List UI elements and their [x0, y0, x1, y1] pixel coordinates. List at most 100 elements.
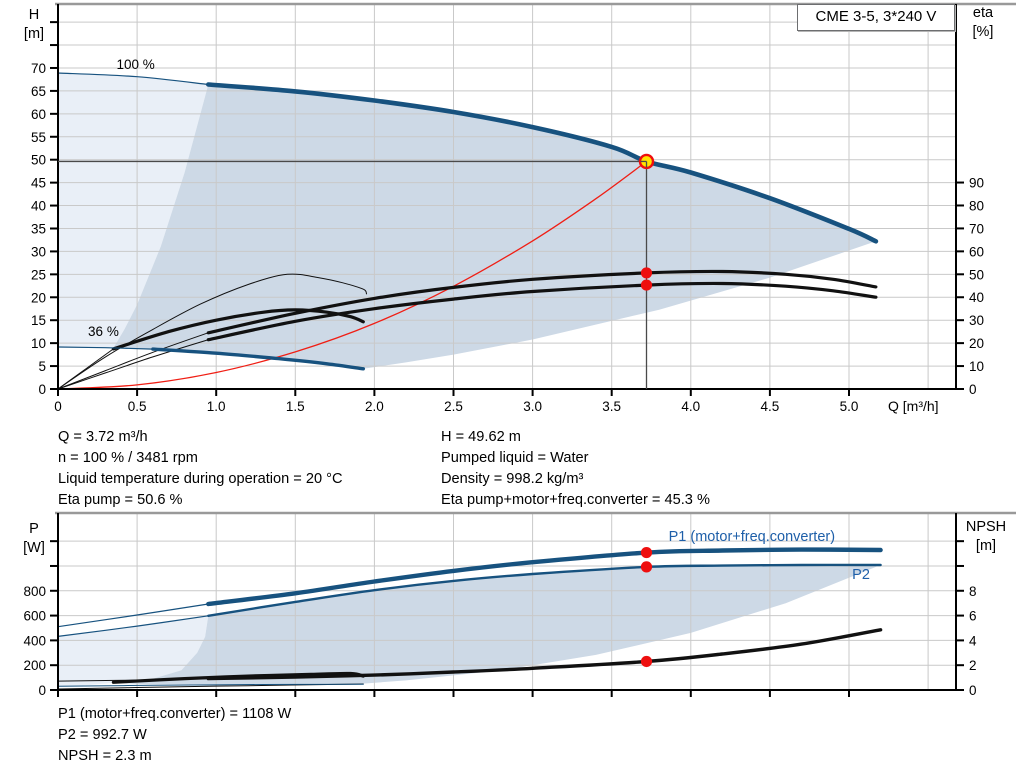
right-tick-label: 80	[969, 198, 984, 213]
right-tick-label: 10	[969, 359, 984, 374]
info-pumped-liquid: Pumped liquid = Water	[441, 450, 589, 466]
eta-pump-100pct	[206, 269, 878, 335]
left-tick-label: 40	[31, 199, 46, 214]
right-tick-label: 0	[969, 683, 977, 698]
x-tick-label: 5.0	[840, 399, 859, 414]
power-npsh-chart: 0 200 400 600 800 0 2 4 6 8 P1 (motor+freq.convert…	[23, 511, 1016, 698]
left-tick-label: 5	[38, 359, 46, 374]
x-tick-label: 4.5	[761, 399, 780, 414]
left-tick-label: 55	[31, 130, 46, 145]
left-tick-label: 45	[31, 176, 46, 191]
eta-axis-title: eta [%]	[958, 4, 1008, 42]
label-speed-36: 36 %	[88, 324, 119, 339]
left-tick-label: 30	[31, 244, 46, 259]
info-liquid-temperature: Liquid temperature during operation = 20…	[58, 471, 343, 487]
left-tick-label: 35	[31, 221, 46, 236]
system-curve	[57, 160, 648, 390]
info-npsh: NPSH = 2.3 m	[58, 748, 152, 764]
npsh-curve	[206, 628, 883, 681]
operating-envelope-dark	[113, 84, 876, 369]
label-p1-curve: P1 (motor+freq.converter)	[669, 529, 835, 545]
x-tick-label: 2.0	[365, 399, 384, 414]
pump-curve-36pct-extension	[57, 346, 154, 350]
power-envelope-pale	[58, 615, 209, 687]
right-tick-label: 60	[969, 244, 984, 259]
power-axis-title: P [W]	[12, 520, 56, 558]
p2-curve	[207, 563, 882, 617]
x-axis-title: Q [m³/h]	[888, 398, 939, 414]
x-tick-label: 1.5	[286, 399, 305, 414]
eta-pump-point	[640, 267, 653, 279]
power-envelope-dark	[113, 565, 881, 685]
p2-curve-extension	[57, 615, 209, 637]
x-tick-label: 0.5	[128, 399, 147, 414]
left-tick-label: 70	[31, 61, 46, 76]
pump-curve-100pct	[206, 82, 879, 244]
info-p1: P1 (motor+freq.converter) = 1108 W	[58, 706, 292, 722]
left-tick-label: 60	[31, 107, 46, 122]
left-tick-label: 10	[31, 336, 46, 351]
p1-point	[640, 546, 653, 559]
left-tick-label: 65	[31, 84, 46, 99]
x-tick-label: 0	[54, 399, 62, 414]
tick-labels: 0 200 400 600 800 0 2 4 6 8	[23, 540, 977, 698]
right-tick-label: 4	[969, 633, 977, 648]
right-tick-label: 40	[969, 290, 984, 305]
head-axis-title: H [m]	[12, 6, 56, 44]
grid	[58, 4, 956, 389]
eta-axis-title-symbol: eta	[972, 5, 994, 21]
tick-labels: 0 5 10 15 20 25 30 35 40 45 50 55 60 65 70 0 10 20 30 40 50 6…	[31, 21, 984, 414]
left-tick-label: 200	[23, 658, 46, 673]
x-tick-label: 3.5	[602, 399, 621, 414]
right-tick-label: 6	[969, 609, 977, 624]
eta-total-point	[640, 279, 653, 291]
left-tick-label: 0	[38, 382, 46, 397]
x-tick-label: 1.0	[207, 399, 226, 414]
npsh-axis-title: NPSH [m]	[954, 518, 1018, 556]
info-p2: P2 = 992.7 W	[58, 727, 147, 743]
info-eta-total: Eta pump+motor+freq.converter = 45.3 %	[441, 492, 710, 508]
right-tick-label: 70	[969, 221, 984, 236]
eta-pump-motor-36pct-extension	[57, 348, 114, 390]
right-tick-label: 2	[969, 658, 977, 673]
info-eta-pump: Eta pump = 50.6 %	[58, 492, 183, 508]
npsh-axis-title-symbol: NPSH	[965, 519, 1007, 535]
x-tick-label: 3.0	[523, 399, 542, 414]
pump-curve-100pct-extension	[57, 72, 209, 86]
label-p2-curve: P2	[852, 567, 870, 583]
head-axis-title-symbol: H	[28, 7, 40, 23]
p1-curve	[206, 547, 883, 607]
p-36pct-blue-curve	[57, 683, 364, 687]
left-tick-label: 50	[31, 153, 46, 168]
right-tick-label: 30	[969, 313, 984, 328]
axes	[57, 513, 957, 691]
right-tick-label: 50	[969, 267, 984, 282]
left-tick-label: 600	[23, 609, 46, 624]
left-tick-label: 800	[23, 584, 46, 599]
head-flow-chart: 0 5 10 15 20 25 30 35 40 45 50 55 60 65 70 0 10 20 30 40 50 6…	[31, 2, 1016, 414]
pump-model-title: CME 3-5, 3*240 V	[797, 4, 955, 31]
power-axis-title-symbol: P	[29, 521, 39, 537]
p1-curve-extension	[57, 603, 209, 628]
info-head: H = 49.62 m	[441, 429, 521, 445]
left-tick-label: 25	[31, 267, 46, 282]
left-tick-label: 15	[31, 313, 46, 328]
eta-axis-title-unit: [%]	[972, 24, 994, 40]
npsh-curve-extension	[57, 678, 209, 682]
duty-info-left: Q = 3.72 m³/h n = 100 % / 3481 rpm Liqui…	[58, 427, 343, 511]
left-tick-label: 20	[31, 290, 46, 305]
pump-curve-36pct	[151, 347, 365, 371]
eta-pump-motor-36pct	[111, 308, 365, 351]
info-speed: n = 100 % / 3481 rpm	[58, 450, 198, 466]
npsh-axis-title-unit: [m]	[975, 538, 997, 554]
duty-info-right: H = 49.62 m Pumped liquid = Water Densit…	[441, 427, 710, 511]
right-tick-label: 20	[969, 336, 984, 351]
info-density: Density = 998.2 kg/m³	[441, 471, 584, 487]
right-tick-label: 0	[969, 382, 977, 397]
power-axis-title-unit: [W]	[23, 540, 45, 556]
left-tick-label: 0	[38, 683, 46, 698]
label-speed-100: 100 %	[117, 57, 155, 72]
npsh-point	[640, 655, 653, 668]
